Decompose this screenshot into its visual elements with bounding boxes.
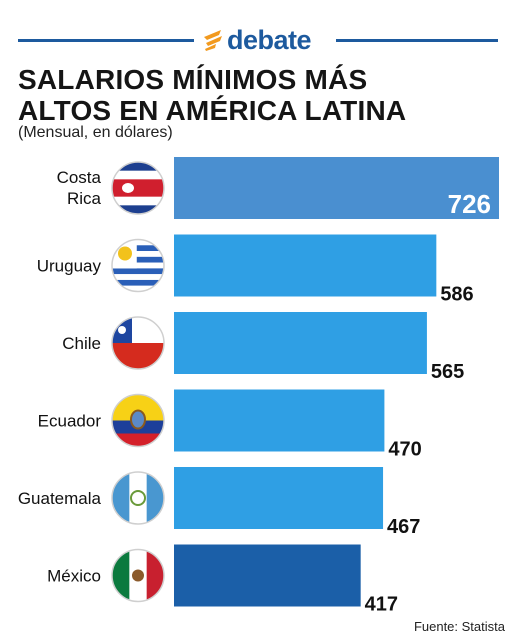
category-label-4: Guatemala	[18, 489, 102, 508]
category-label-1: Uruguay	[37, 257, 102, 276]
category-label-line: Rica	[67, 189, 102, 208]
category-label-line: Chile	[62, 334, 101, 353]
bar-0	[174, 157, 499, 219]
ecuador-flag-icon	[111, 393, 165, 448]
category-label-3: Ecuador	[38, 412, 102, 431]
brand-logo: debate	[202, 22, 312, 58]
data-label-4: 467	[387, 516, 420, 538]
data-label-2: 565	[431, 361, 464, 383]
bar-1	[174, 234, 437, 297]
header-rule-left	[18, 39, 194, 42]
data-label-0: 726	[448, 189, 491, 219]
brand-name: debate	[227, 24, 312, 55]
chile-flag-icon	[111, 316, 165, 370]
guatemala-flag-icon	[111, 471, 165, 525]
bar-2	[174, 312, 427, 374]
chart-title-line-2: ALTOS EN AMÉRICA LATINA	[18, 95, 407, 126]
data-label-3: 470	[388, 439, 421, 461]
bar-4	[174, 467, 384, 529]
mexico-flag-icon	[111, 548, 165, 603]
chart-subtitle: (Mensual, en dólares)	[18, 124, 173, 141]
category-label-line: Costa	[57, 168, 102, 187]
category-label-line: Uruguay	[37, 257, 102, 276]
bar-5	[174, 544, 361, 607]
costa-rica-flag-icon	[111, 161, 165, 215]
category-label-line: Ecuador	[38, 412, 102, 431]
chart-title: SALARIOS MÍNIMOS MÁS ALTOS EN AMÉRICA LA…	[18, 64, 498, 126]
flame-icon	[204, 30, 222, 51]
category-label-0: Costa Rica	[57, 168, 102, 208]
source-note: Fuente: Statista	[413, 619, 505, 634]
category-label-line: México	[47, 567, 101, 586]
brand-header: debate	[18, 22, 498, 58]
category-label-2: Chile	[62, 334, 101, 353]
data-label-5: 417	[365, 594, 398, 616]
header-rule-right	[336, 39, 498, 42]
data-label-1: 586	[440, 284, 473, 306]
bar-3	[174, 389, 385, 452]
uruguay-flag-icon	[111, 238, 165, 293]
chart-title-line-1: SALARIOS MÍNIMOS MÁS	[18, 64, 368, 95]
category-label-5: México	[47, 567, 101, 586]
category-label-line: Guatemala	[18, 489, 102, 508]
